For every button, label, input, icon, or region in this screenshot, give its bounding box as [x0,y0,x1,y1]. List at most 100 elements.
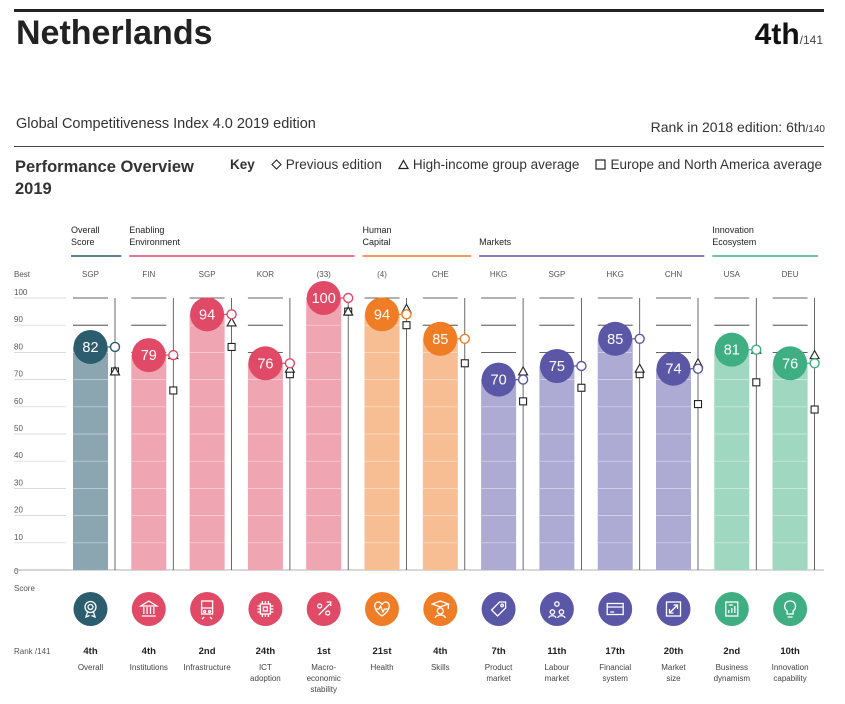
pillar-name-line: Institutions [130,663,168,672]
icon-circle [306,592,341,626]
icon-stroke [201,607,213,620]
pillar-name-line: Health [370,663,393,672]
best-economy-label: (33) [317,270,332,279]
pillar-rank: 7th [491,646,505,657]
pillar-rank: 4th [83,646,97,657]
score-value: 85 [607,332,623,348]
icon-stroke [375,604,389,614]
region-average-marker [752,378,761,387]
y-tick-label: 20 [14,506,23,515]
key-previous: Previous edition [270,157,382,172]
score-value: 70 [491,373,507,389]
pillar-name-line: adoption [250,674,281,683]
region-average-marker [693,400,703,409]
icon-stroke [725,601,739,617]
icon-circle [598,592,633,626]
score-value: 75 [549,359,565,375]
pillar-name: ICT adoption [250,663,281,683]
business-chart-icon [725,601,739,617]
icon-stroke [84,600,97,614]
previous-edition-marker [809,358,820,369]
pillar-name-line: Financial [599,663,631,672]
pillar-rank: 4th [142,646,156,657]
key-highincome: High-income group average [397,157,580,172]
icon-stroke [207,609,212,614]
key-highincome-label: High-income group average [412,157,580,172]
pillar-name-line: Market [661,663,686,672]
high-income-average-marker [226,316,238,327]
group-label-enabling-environment: Enabling Environment [129,225,180,247]
previous-edition-marker [343,292,354,304]
key-region-label: Europe and North America average [610,157,823,172]
best-label: Best [14,270,31,279]
previous-edition-marker [692,363,704,374]
bar-health [364,314,400,570]
pillar-name-line: economic [307,674,341,683]
previous-edition-marker [109,341,121,353]
score-circle-business-dynamism [714,332,749,367]
key-label: Key [230,157,255,172]
best-economy-label: CHN [665,270,683,279]
pillar-name: Skills [431,663,450,672]
score-circle-financial-system [598,321,633,356]
previous-edition-marker [576,360,587,372]
y-tick-label: 0 [14,567,19,576]
score-axis-label: Score [14,584,35,593]
group-label-overall-score: Overall Score [71,225,100,247]
score-value: 76 [782,356,798,372]
icon-stroke [318,603,331,616]
icon-stroke [326,601,332,606]
pillar-name: Health [370,663,393,672]
group-label-innovation-ecosystem: Innovation Ecosystem [712,225,756,247]
pillar-name: Labour market [544,663,569,683]
pillar-name-line: size [666,674,681,683]
bar-infrastructure [189,314,225,570]
pillar-name-line: Infrastructure [184,663,232,672]
bar-ict-adoption [247,363,283,570]
graduate-icon [430,600,451,619]
score-value: 74 [665,362,681,378]
group-label-markets: Markets [479,237,512,247]
score-value: 81 [724,343,740,359]
people-network-icon [548,601,566,619]
y-tick-label: 30 [14,478,23,487]
expand-arrows-icon [665,601,682,617]
pillar-rank: 21st [372,646,392,657]
icon-stroke [325,610,331,616]
icon-stroke [548,615,566,619]
pillar-name-line: stability [310,685,337,694]
icon-stroke [665,601,682,617]
icon-stroke [317,603,323,609]
y-tick-label: 10 [14,533,23,542]
previous-edition-marker [226,309,237,320]
icon-stroke [554,601,560,607]
pillar-name-line: system [603,674,629,683]
best-economy-label: DEU [782,270,799,279]
region-average-marker [577,383,586,392]
bar-overall [73,346,108,570]
best-economy-label: FIN [142,270,155,279]
bar-market-size [656,368,691,570]
rank-2018: Rank in 2018 edition: 6th/140 [651,119,825,135]
score-circle-infrastructure [190,297,225,332]
pillar-rank: 1st [317,646,332,657]
pillar-rank: 2nd [199,646,216,657]
pillar-rank: 4th [433,646,447,657]
previous-edition-marker [634,333,645,344]
best-economy-label: USA [724,270,741,279]
pillar-name-line: dynamism [714,674,751,683]
pillar-rank: 2nd [723,646,740,657]
pillar-name: Financial system [599,663,631,683]
bar-product-market [481,379,517,570]
previous-edition-marker [459,333,470,344]
pillar-rank: 24th [256,646,276,657]
pillar-name-line: market [545,674,570,683]
region-average-marker [402,321,411,330]
region-average-marker [169,386,178,395]
score-value: 94 [374,307,390,323]
lightbulb-icon [784,600,797,618]
score-value: 82 [82,340,98,356]
pillar-name-line: ICT [259,663,272,672]
y-tick-label: 60 [14,397,23,406]
